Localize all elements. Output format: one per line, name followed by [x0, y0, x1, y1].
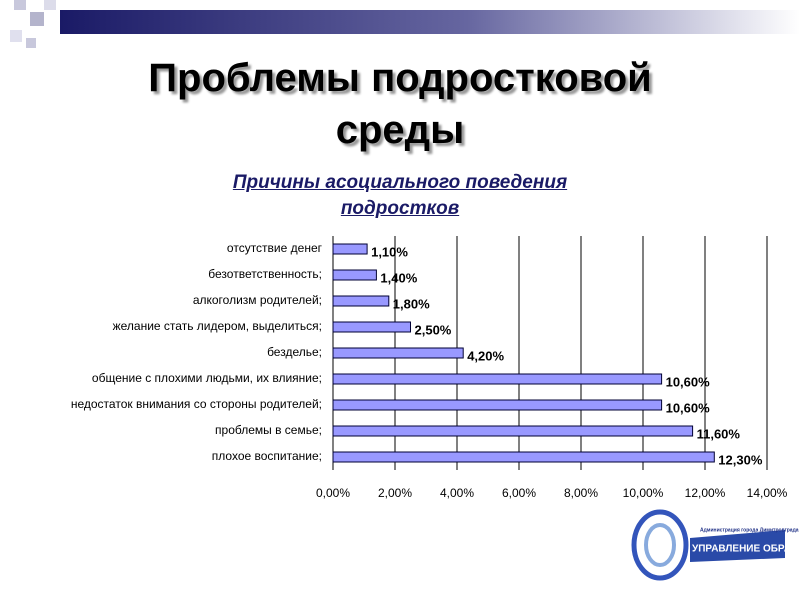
y-tick-label: отсутствие денег: [227, 241, 323, 255]
x-tick-label: 10,00%: [623, 486, 664, 500]
bar: [332, 295, 390, 307]
x-tick-label: 4,00%: [440, 486, 474, 500]
header-bar: [60, 10, 800, 34]
x-tick-label: 8,00%: [564, 486, 598, 500]
value-label: 10,60%: [666, 400, 711, 415]
deco-square: [26, 38, 36, 48]
x-tick-label: 12,00%: [685, 486, 726, 500]
slide-title: Проблемы подростковой среды: [148, 56, 652, 152]
deco-square: [10, 30, 22, 42]
value-label: 1,40%: [380, 270, 417, 285]
bar: [332, 399, 663, 411]
bar: [332, 373, 663, 385]
value-label: 2,50%: [415, 322, 452, 337]
deco-square: [30, 12, 44, 26]
y-tick-label: плохое воспитание;: [212, 449, 322, 463]
y-tick-label: проблемы в семье;: [215, 423, 322, 437]
y-tick-label: безответственность;: [208, 267, 322, 281]
value-label: 4,20%: [467, 348, 504, 363]
x-tick-label: 2,00%: [378, 486, 412, 500]
y-tick-label: недостаток внимания со стороны родителей…: [71, 397, 322, 411]
logo-name: УПРАВЛЕНИЕ ОБРАЗОВАНИЯ: [692, 544, 800, 555]
y-tick-label: безделье;: [267, 345, 322, 359]
value-label: 12,30%: [718, 452, 763, 467]
x-tick-label: 0,00%: [316, 486, 350, 500]
bar: [332, 347, 464, 359]
y-tick-label: алкоголизм родителей;: [193, 293, 322, 307]
bar: [332, 269, 377, 281]
value-label: 10,60%: [666, 374, 711, 389]
deco-square: [44, 0, 56, 10]
x-tick-label: 6,00%: [502, 486, 536, 500]
value-label: 11,60%: [697, 426, 741, 441]
bar: [332, 451, 715, 463]
value-label: 1,10%: [371, 244, 408, 259]
bar: [332, 321, 411, 333]
logo: Администрация города Димитровграда УПРАВ…: [631, 509, 800, 581]
y-tick-label: желание стать лидером, выделиться;: [113, 319, 322, 333]
logo-caption: Администрация города Димитровграда: [700, 527, 799, 533]
bar: [332, 243, 368, 255]
x-tick-label: 14,00%: [747, 486, 788, 500]
chart-title: Причины асоциального поведения подростко…: [232, 172, 568, 219]
deco-square: [14, 0, 26, 10]
y-tick-label: общение с плохими людьми, их влияние;: [92, 371, 322, 385]
value-label: 1,80%: [393, 296, 430, 311]
bar: [332, 425, 694, 437]
